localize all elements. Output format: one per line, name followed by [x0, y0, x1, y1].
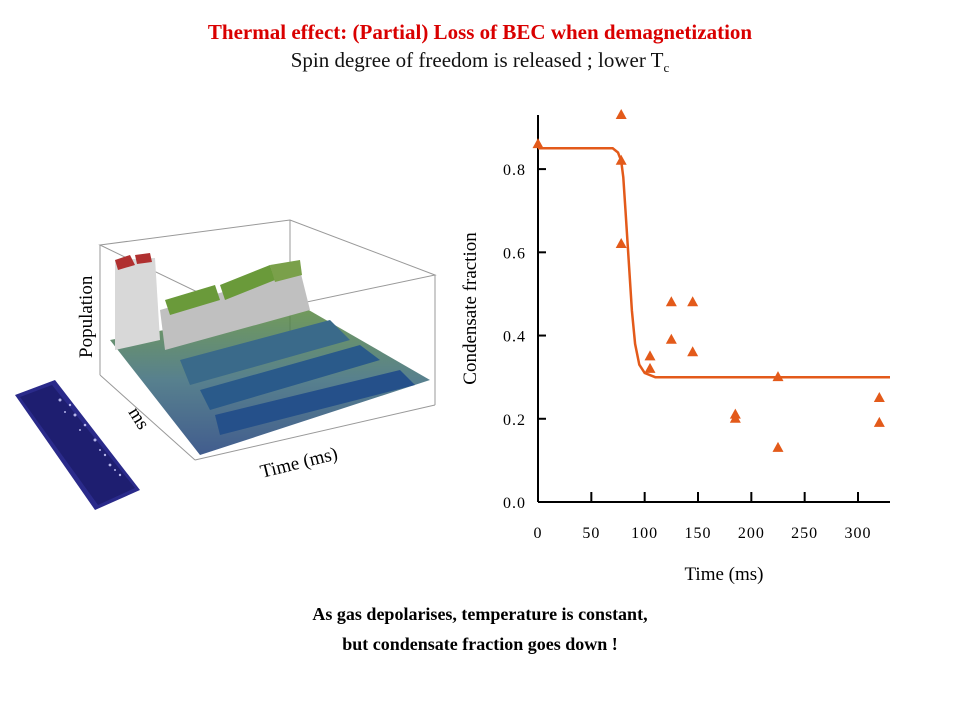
y-tick-label: 0.8 — [503, 162, 526, 179]
slide-subtitle: Spin degree of freedom is released ; low… — [0, 48, 960, 76]
y-tick-label: 0.4 — [503, 329, 526, 346]
data-point — [772, 441, 784, 452]
caption-line-1: As gas depolarises, temperature is const… — [312, 604, 648, 624]
x-tick-label: 100 — [631, 525, 658, 542]
data-point — [665, 333, 677, 344]
data-point — [615, 238, 627, 248]
x-axis-title: Time (ms) — [684, 564, 763, 585]
data-point — [644, 350, 656, 361]
population-surface — [115, 253, 415, 435]
data-point — [687, 296, 699, 307]
fit-curve — [538, 147, 890, 379]
x-tick-label: 150 — [685, 525, 712, 542]
data-points — [532, 109, 885, 452]
condensate-fraction-chart: 0.0 0.2 0.4 0.6 0.8 0 50 100 150 200 250 300 Time … — [460, 109, 890, 585]
data-point — [665, 296, 677, 307]
population-3d-plot: Population ms Time (ms) — [15, 219, 437, 510]
x-tick-label: 50 — [582, 525, 600, 542]
y-tick-label: 0.2 — [503, 412, 526, 429]
x-tick-label: 250 — [791, 525, 818, 542]
x-tick-label: 0 — [534, 525, 543, 542]
data-point — [873, 391, 885, 402]
y-tick-label: 0.6 — [503, 245, 526, 262]
chart-axes — [537, 115, 890, 503]
y-axis-title: Condensate fraction — [460, 232, 481, 385]
caption-line-2: but condensate fraction goes down ! — [342, 634, 618, 654]
data-point — [772, 371, 784, 382]
subtitle-text: Spin degree of freedom is released ; low… — [290, 48, 664, 72]
y-tick-label: 0.0 — [503, 495, 526, 512]
x-tick-label: 300 — [845, 525, 872, 542]
absorption-image-inset — [15, 380, 140, 510]
z-axis-label: Population — [76, 275, 97, 358]
y-axis-label: ms — [124, 404, 154, 434]
x-ticks: 0 50 100 150 200 250 300 — [534, 492, 872, 542]
x-tick-label: 200 — [738, 525, 765, 542]
data-point — [615, 154, 627, 165]
slide-title: Thermal effect: (Partial) Loss of BEC wh… — [207, 20, 753, 44]
data-point — [687, 346, 699, 357]
data-point — [615, 109, 627, 119]
data-point — [729, 412, 741, 423]
subtitle-subscript: c — [663, 60, 670, 76]
x-axis-label: Time (ms) — [258, 443, 340, 482]
y-ticks: 0.0 0.2 0.4 0.6 0.8 — [503, 162, 546, 512]
data-point — [532, 138, 544, 149]
data-point — [644, 362, 656, 373]
data-point — [873, 416, 885, 427]
